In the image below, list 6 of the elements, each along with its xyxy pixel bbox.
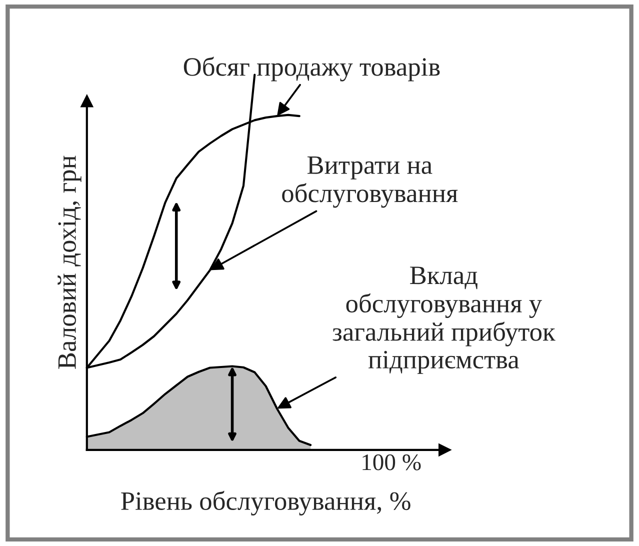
y-axis-title: Валовий дохід, грн <box>58 156 82 369</box>
text: Вклад обслуговування у загальний прибуток підприємства <box>332 266 556 374</box>
annotation: Витрати на обслуговування <box>282 156 458 208</box>
text: 100 % <box>362 454 421 470</box>
annotation: Обсяг продажу товарів <box>184 56 440 82</box>
x-axis-title: Рівень обслуговування, % <box>121 490 410 516</box>
